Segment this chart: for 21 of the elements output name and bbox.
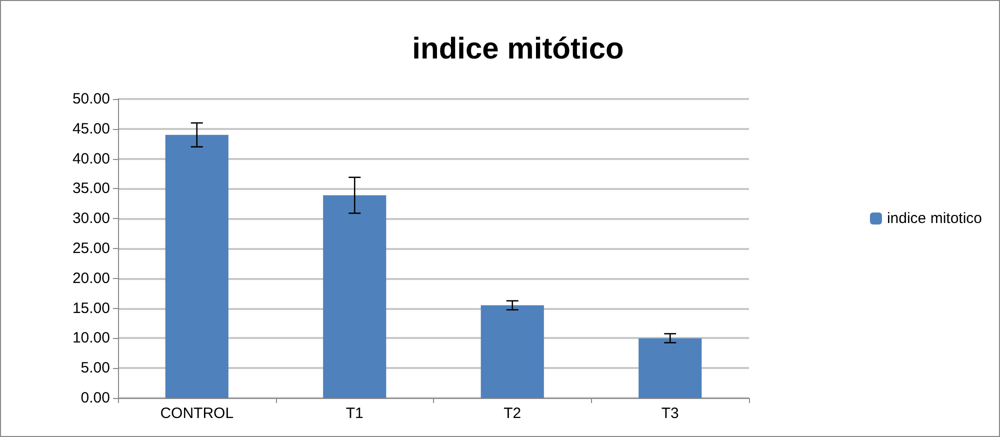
y-tick-label: 10.00: [72, 330, 110, 347]
legend-label: indice mitotico: [886, 210, 982, 227]
y-tick-label: 20.00: [72, 270, 110, 287]
y-tick-label: 50.00: [72, 90, 110, 108]
bar: [323, 195, 386, 398]
y-tick-label: 40.00: [72, 150, 110, 168]
chart-title: indice mitótico: [412, 32, 624, 66]
bar: [165, 134, 228, 398]
y-tick-label: 15.00: [72, 300, 110, 317]
x-tick-label: T3: [661, 405, 679, 422]
bar: [480, 305, 544, 398]
y-tick-label: 25.00: [72, 240, 110, 257]
x-tick-label: CONTROL: [160, 405, 234, 422]
x-tick-label: T1: [346, 405, 364, 422]
y-tick-label: 35.00: [72, 180, 110, 198]
bar: [638, 338, 702, 398]
y-tick-label: 45.00: [72, 120, 110, 138]
y-tick-label: 0.00: [80, 390, 110, 406]
y-tick-label: 30.00: [72, 210, 110, 228]
x-tick-label: T2: [504, 405, 522, 422]
y-tick-label: 5.00: [80, 360, 110, 377]
